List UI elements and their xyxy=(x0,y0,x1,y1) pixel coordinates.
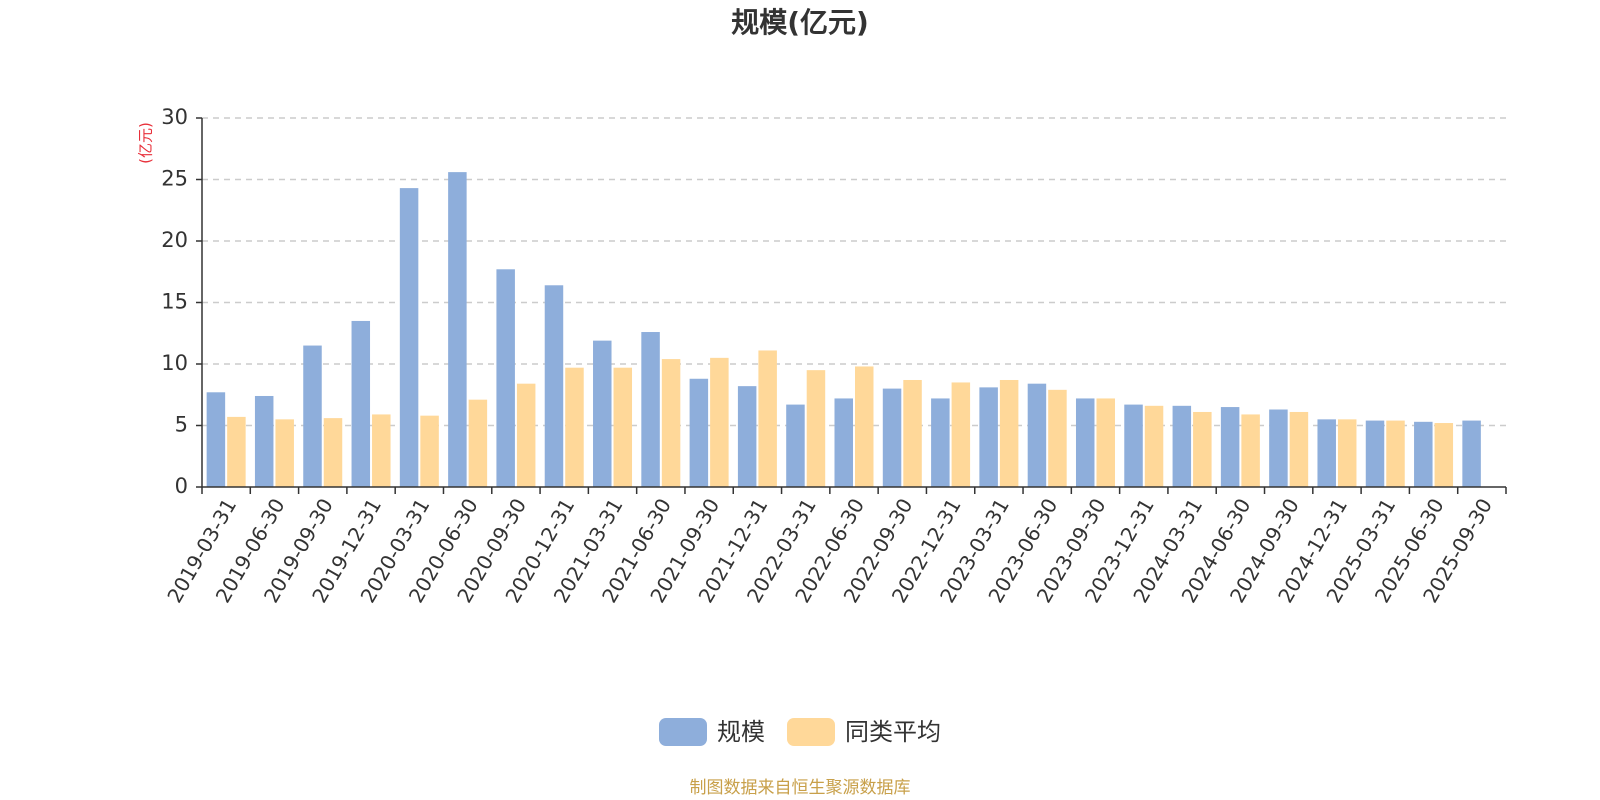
bar-peer-average[interactable] xyxy=(1337,419,1357,487)
bar-peer-average[interactable] xyxy=(758,350,777,487)
legend-label-scale: 规模 xyxy=(717,718,765,746)
bar-peer-average[interactable] xyxy=(565,367,584,487)
bar-scale[interactable] xyxy=(1124,404,1143,487)
bar-scale[interactable] xyxy=(1027,383,1047,487)
bar-scale[interactable] xyxy=(1317,419,1336,487)
bar-scale[interactable] xyxy=(254,395,274,487)
bar-peer-average[interactable] xyxy=(372,414,391,487)
y-tick-label: 5 xyxy=(175,413,188,437)
bar-peer-average[interactable] xyxy=(710,357,729,487)
bar-scale[interactable] xyxy=(1365,420,1385,487)
bar-scale[interactable] xyxy=(737,386,757,487)
bar-peer-average[interactable] xyxy=(1193,411,1212,487)
bar-peer-average[interactable] xyxy=(613,367,633,487)
y-tick-label: 10 xyxy=(161,351,188,375)
y-tick-label: 20 xyxy=(161,228,188,252)
bar-scale[interactable] xyxy=(689,378,709,487)
bar-peer-average[interactable] xyxy=(275,419,294,487)
grid-lines xyxy=(202,117,1506,427)
bar-peer-average[interactable] xyxy=(855,366,874,487)
chart-title: 规模(亿元) xyxy=(731,6,869,39)
y-axis-label: (亿元) xyxy=(137,122,155,164)
bar-scale[interactable] xyxy=(834,398,854,487)
bar-scale[interactable] xyxy=(1220,407,1240,487)
bar-scale[interactable] xyxy=(641,332,660,487)
bar-scale[interactable] xyxy=(979,387,998,487)
bar-peer-average[interactable] xyxy=(806,370,826,487)
bar-peer-average[interactable] xyxy=(1096,398,1115,487)
bar-scale[interactable] xyxy=(882,388,902,487)
bar-peer-average[interactable] xyxy=(323,418,343,487)
bar-scale[interactable] xyxy=(1462,420,1481,487)
bar-peer-average[interactable] xyxy=(1048,389,1067,487)
bar-scale[interactable] xyxy=(1172,405,1192,487)
bar-peer-average[interactable] xyxy=(661,359,681,487)
bar-scale[interactable] xyxy=(1269,409,1288,487)
y-tick-label: 0 xyxy=(175,474,188,498)
bar-peer-average[interactable] xyxy=(227,416,246,487)
y-tick-label: 25 xyxy=(161,167,188,191)
bar-peer-average[interactable] xyxy=(1434,423,1454,487)
legend-item-scale[interactable]: 规模 xyxy=(659,718,765,746)
bar-scale[interactable] xyxy=(496,269,515,487)
legend-swatch-peer-average xyxy=(787,718,835,746)
bar-peer-average[interactable] xyxy=(1289,411,1309,487)
y-tick-label: 30 xyxy=(161,105,188,129)
bar-peer-average[interactable] xyxy=(951,382,971,487)
bar-scale[interactable] xyxy=(206,392,226,487)
legend: 规模 同类平均 xyxy=(0,718,1600,746)
bar-scale[interactable] xyxy=(351,320,371,487)
legend-label-peer-average: 同类平均 xyxy=(845,718,941,746)
bar-scale[interactable] xyxy=(1414,421,1433,487)
y-tick-label: 15 xyxy=(161,290,188,314)
bar-scale[interactable] xyxy=(448,172,467,487)
bar-scale[interactable] xyxy=(931,398,950,487)
bar-scale[interactable] xyxy=(303,345,322,487)
legend-item-peer-average[interactable]: 同类平均 xyxy=(787,718,941,746)
bars xyxy=(206,172,1481,488)
bar-scale[interactable] xyxy=(786,404,805,487)
bar-peer-average[interactable] xyxy=(903,379,922,487)
bar-peer-average[interactable] xyxy=(468,399,488,487)
bar-scale[interactable] xyxy=(544,285,564,487)
bar-peer-average[interactable] xyxy=(1144,405,1164,487)
bar-scale[interactable] xyxy=(399,188,419,488)
source-note: 制图数据来自恒生聚源数据库 xyxy=(689,778,911,798)
bar-peer-average[interactable] xyxy=(1386,420,1405,487)
bar-peer-average[interactable] xyxy=(999,379,1019,487)
legend-swatch-scale xyxy=(659,718,707,746)
bar-peer-average[interactable] xyxy=(516,383,536,487)
bar-peer-average[interactable] xyxy=(1241,414,1260,487)
bar-scale[interactable] xyxy=(593,340,612,487)
bar-scale[interactable] xyxy=(1075,398,1095,487)
bar-peer-average[interactable] xyxy=(420,415,439,487)
